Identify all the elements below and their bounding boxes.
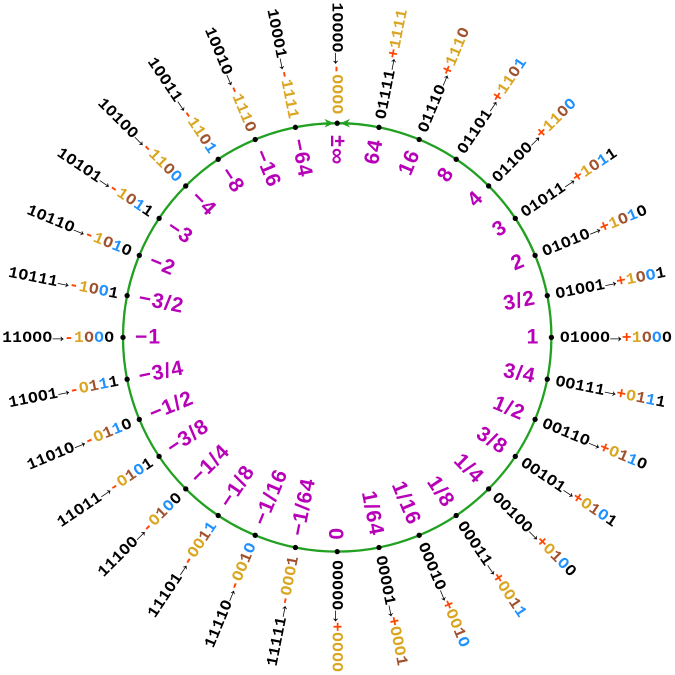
svg-text:1OOOO→-OOOO: 1OOOO→-OOOO	[327, 2, 348, 114]
svg-text:1/8: 1/8	[422, 472, 459, 512]
svg-text:−64: −64	[287, 137, 317, 180]
svg-text:0: 0	[325, 527, 348, 540]
svg-text:O1111→+1111: O1111→+1111	[370, 7, 412, 121]
svg-text:11O1O→-O11O: 11O1O→-O11O	[24, 413, 136, 475]
svg-text:8: 8	[433, 163, 459, 186]
svg-text:1/16: 1/16	[387, 478, 426, 529]
svg-text:O1OOO→+1OOO: O1OOO→+1OOO	[560, 327, 672, 348]
svg-text:1O111→-1OO1: 1O111→-1OO1	[7, 262, 121, 304]
svg-text:16: 16	[394, 146, 425, 178]
svg-text:4: 4	[463, 186, 488, 211]
svg-text:11OO1→-O111: 11OO1→-O111	[7, 371, 121, 413]
svg-text:O1OO1→+1OO1: O1OO1→+1OO1	[554, 262, 668, 304]
svg-text:−1/2: −1/2	[146, 386, 197, 425]
svg-text:1/64: 1/64	[357, 489, 388, 538]
svg-text:−8: −8	[216, 163, 250, 198]
svg-text:1111O→-OO1O: 1111O→-OO1O	[199, 539, 261, 651]
svg-text:1OOO1→-1111: 1OOO1→-1111	[261, 7, 303, 121]
svg-text:1/2: 1/2	[490, 391, 529, 425]
svg-text:1OO1O→-111O: 1OO1O→-111O	[199, 24, 261, 136]
svg-text:1/4: 1/4	[449, 449, 488, 488]
svg-text:3/8: 3/8	[472, 422, 512, 459]
svg-text:±∞: ±∞	[325, 135, 351, 165]
svg-text:OO111→+O111: OO111→+O111	[554, 371, 668, 413]
svg-text:3/4: 3/4	[501, 359, 537, 388]
svg-text:−3/2: −3/2	[137, 286, 186, 318]
svg-text:−2: −2	[146, 249, 179, 280]
svg-text:3/2: 3/2	[501, 286, 537, 315]
svg-text:−3/4: −3/4	[137, 356, 186, 388]
svg-text:2: 2	[508, 249, 529, 275]
svg-text:1O11O→-1O1O: 1O11O→-1O1O	[24, 200, 136, 262]
svg-text:O1O1O→+1O1O: O1O1O→+1O1O	[539, 200, 651, 262]
svg-text:64: 64	[360, 137, 388, 167]
svg-text:OOOOO→+OOOO: OOOOO→+OOOO	[327, 560, 348, 672]
svg-text:OOO1O→+OO1O: OOO1O→+OO1O	[413, 539, 475, 651]
svg-text:11111→-OOO1: 11111→-OOO1	[262, 554, 304, 668]
svg-text:11OOO→-1OOO: 11OOO→-1OOO	[2, 327, 114, 348]
svg-text:−16: −16	[249, 146, 285, 191]
svg-text:−4: −4	[186, 186, 221, 221]
svg-text:OOOO1→+OOO1: OOOO1→+OOO1	[370, 554, 412, 668]
svg-text:3: 3	[488, 215, 511, 241]
svg-text:1: 1	[527, 326, 540, 349]
svg-text:O111O→+111O: O111O→+111O	[413, 24, 475, 136]
svg-text:OO11O→+O11O: OO11O→+O11O	[539, 413, 651, 475]
svg-text:−1/64: −1/64	[286, 476, 320, 538]
svg-text:−3: −3	[163, 215, 198, 249]
svg-text:−1: −1	[135, 326, 161, 349]
